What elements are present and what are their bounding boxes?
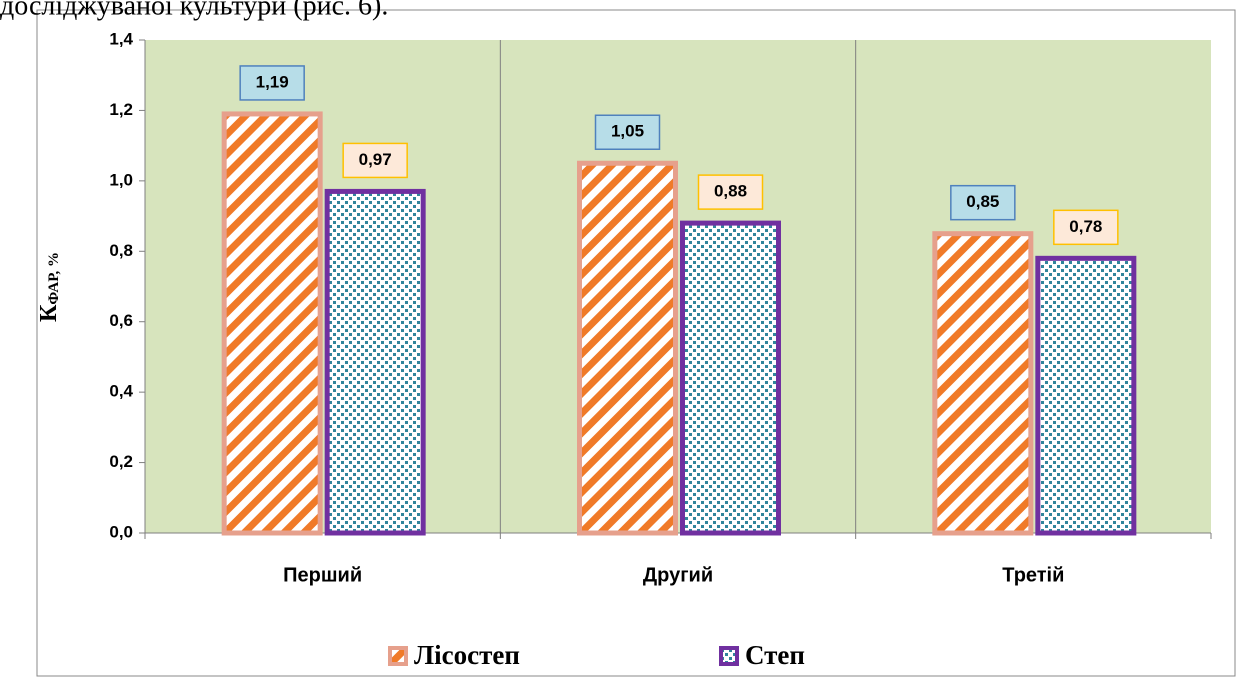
value-label-box	[342, 142, 408, 179]
y-tick-label: 0,2	[109, 452, 133, 471]
x-tick-label: Перший	[283, 564, 362, 586]
bar	[680, 220, 781, 536]
y-tick-label: 1,2	[109, 100, 133, 119]
bar	[577, 160, 678, 536]
bar	[221, 111, 323, 536]
value-label: 0,78	[1069, 217, 1102, 236]
bar	[1035, 255, 1137, 536]
y-tick-label: 1,4	[109, 29, 133, 48]
value-label: 0,85	[966, 192, 999, 211]
bar	[324, 188, 426, 536]
value-label: 1,05	[611, 122, 644, 141]
y-tick-label: 0,8	[109, 241, 133, 260]
legend-label: Степ	[745, 640, 805, 670]
value-label: 0,88	[714, 182, 747, 201]
value-label-box	[697, 174, 764, 210]
y-tick-label: 0,4	[109, 382, 133, 401]
value-label-box	[594, 114, 661, 150]
value-label: 1,19	[256, 72, 289, 91]
y-tick-label: 1,0	[109, 170, 133, 189]
legend-label: Лісостеп	[414, 640, 520, 670]
page-text: досліджуваної культури (рис. 6).	[0, 0, 388, 21]
value-label-box	[239, 65, 305, 101]
bar	[932, 231, 1034, 536]
y-axis-label: КФАР, %	[36, 252, 63, 322]
value-label: 0,97	[359, 150, 392, 169]
value-label-box	[1053, 209, 1119, 246]
legend-swatch	[719, 646, 739, 666]
legend-swatch	[388, 646, 408, 666]
x-tick-label: Другий	[643, 564, 713, 586]
y-tick-label: 0,0	[109, 522, 133, 541]
y-tick-label: 0,6	[109, 311, 133, 330]
x-tick-label: Третій	[1002, 564, 1064, 586]
value-label-box	[950, 184, 1016, 221]
